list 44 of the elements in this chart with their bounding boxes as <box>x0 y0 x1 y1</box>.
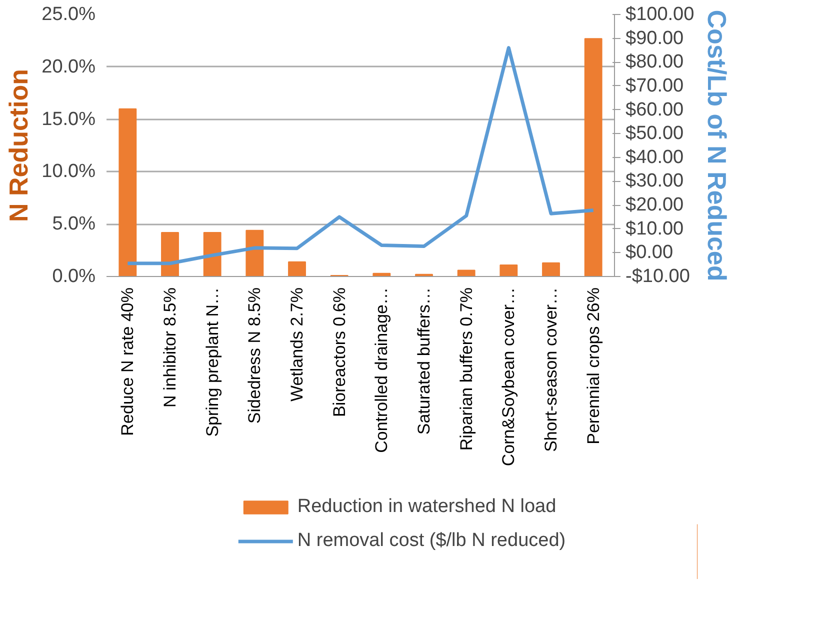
bar <box>457 270 476 276</box>
x-tick-label: Short-season cover… <box>542 288 560 452</box>
y2-tick-label: -$10.00 <box>626 266 690 287</box>
y2-tick-label: $100.00 <box>626 4 694 25</box>
y2-tick-label: $80.00 <box>626 52 684 73</box>
y-tick-label: 10.0% <box>42 161 96 182</box>
x-tick-label: Controlled drainage… <box>372 287 392 453</box>
bar <box>500 264 518 276</box>
bar <box>246 230 264 276</box>
x-tick-label: Saturated buffers… <box>414 287 434 435</box>
x-tick-label: Spring preplant N… <box>202 287 222 437</box>
y2-axis-title: Cost/Lb of N Reduced <box>702 10 732 282</box>
y2-tick-label: $40.00 <box>626 146 684 168</box>
y2-tick-label: $30.00 <box>626 170 684 192</box>
y-tick-label: 25.0% <box>42 4 96 25</box>
y-tick-label: 5.0% <box>52 214 96 235</box>
bar <box>288 261 306 276</box>
bar <box>203 232 222 276</box>
legend-label: Reduction in watershed N load <box>297 496 556 518</box>
bar <box>542 262 560 276</box>
x-tick-label: N inhibitor 8.5% <box>160 287 180 408</box>
x-tick-label: Sidedress N 8.5% <box>245 287 264 424</box>
bar <box>118 108 137 276</box>
x-tick-label: Riparian buffers 0.7% <box>456 287 476 451</box>
y-tick-label: 15.0% <box>42 108 96 130</box>
legend-label: N removal cost ($/lb N reduced) <box>297 530 566 552</box>
y2-tick-label: $90.00 <box>626 28 684 49</box>
y2-tick-label: $70.00 <box>626 75 684 96</box>
x-tick-label: Wetlands 2.7% <box>288 287 306 402</box>
y2-tick-label: $0.00 <box>626 242 674 264</box>
y2-tick-label: $50.00 <box>626 123 684 144</box>
y-tick-label: 20.0% <box>42 56 96 78</box>
y-tick-label: 0.0% <box>52 266 96 287</box>
x-tick-label: Perennial crops 26% <box>584 287 603 444</box>
x-tick-label: Reduce N rate 40% <box>118 287 138 436</box>
y2-tick-label: $10.00 <box>626 218 684 240</box>
y2-tick-label: $60.00 <box>626 99 684 120</box>
x-tick-label: Bioreactors 0.6% <box>330 288 349 417</box>
line-series <box>126 46 596 266</box>
y-axis-title: N Reduction <box>4 68 34 222</box>
bar <box>584 38 602 276</box>
x-tick-label: Corn&Soybean cover… <box>499 288 518 466</box>
bar <box>161 232 179 276</box>
y2-tick-label: $20.00 <box>626 194 684 216</box>
